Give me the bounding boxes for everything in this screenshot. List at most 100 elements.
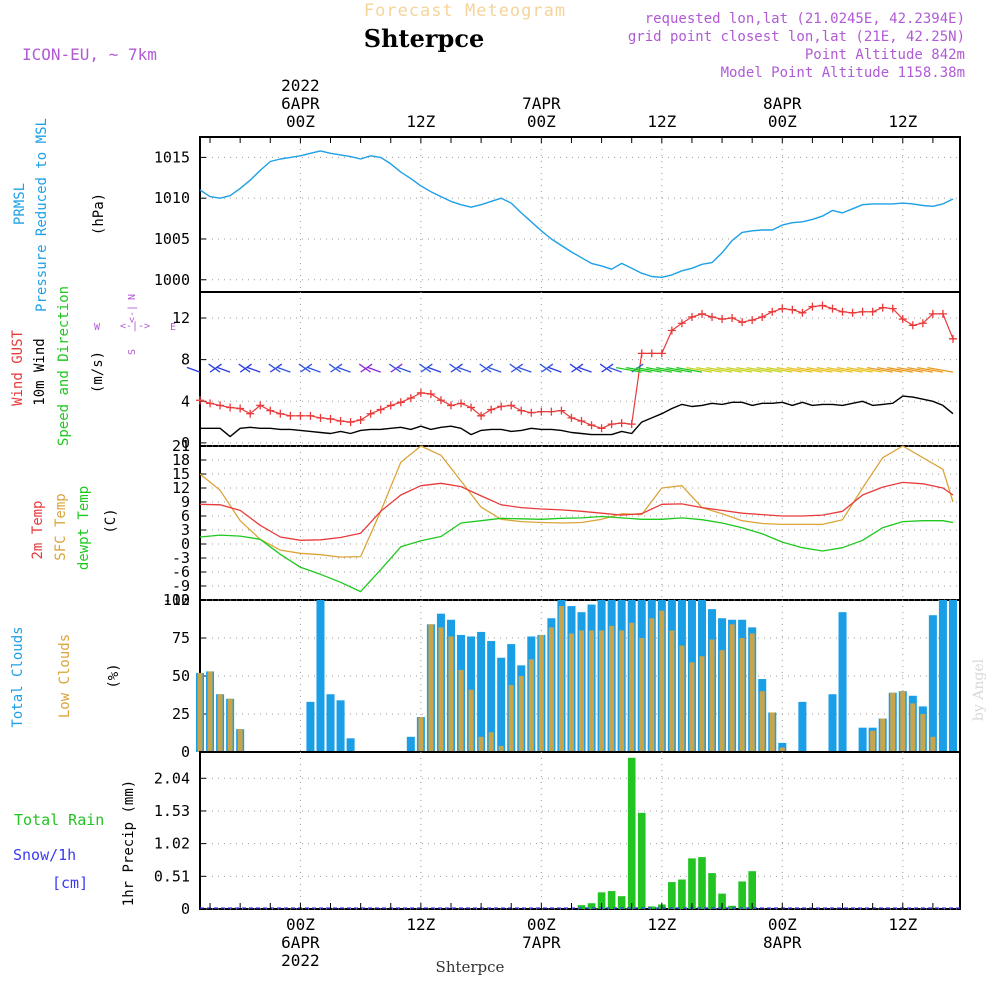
total-clouds-bar: [306, 701, 315, 752]
low-clouds-label: Low Clouds: [57, 634, 73, 718]
chart-subtitle: Forecast Meteogram: [364, 1, 566, 21]
gust-marker: [878, 303, 887, 312]
gust-marker: [196, 396, 204, 405]
panel-frame: [199, 136, 961, 293]
y-tick-label: 6: [181, 507, 190, 525]
model-altitude: Model Point Altitude 1158.38m: [721, 65, 965, 81]
wind-direction-arrow: [450, 363, 463, 373]
top-time-label: 7APR: [522, 94, 561, 113]
bottom-time-label: 7APR: [522, 933, 561, 952]
wind-direction-arrow: [186, 366, 201, 373]
gust-marker: [758, 312, 767, 321]
top-time-label: 12Z: [647, 112, 676, 131]
y-tick-label: 1000: [154, 271, 190, 289]
top-time-label: 00Z: [768, 112, 797, 131]
y-tick-label: 4: [181, 392, 190, 410]
gust-marker: [948, 334, 957, 343]
gust-marker: [888, 304, 897, 313]
wind-direction-arrow: [601, 363, 614, 373]
y-tick-label: 9: [181, 493, 190, 511]
y-tick-label: 12: [172, 309, 190, 327]
pressure-panel: 1000 1005 1010 1015: [154, 136, 961, 293]
snow-unit-label: [cm]: [52, 874, 88, 892]
y-tick-label: 8: [181, 351, 190, 369]
gust-marker: [286, 411, 295, 420]
wind-direction-arrow: [816, 366, 843, 373]
gust-marker: [697, 309, 706, 318]
y-tick-label: 18: [172, 451, 190, 469]
y-tick-label: 0: [181, 743, 190, 761]
gust-marker: [768, 307, 777, 316]
rain-bar: [607, 891, 616, 909]
low-clouds-bar: [669, 630, 675, 752]
gust-marker: [627, 420, 636, 429]
wind-direction-arrow: [358, 363, 372, 373]
wind-direction-arrow: [696, 366, 723, 373]
panel-frame: [199, 751, 961, 910]
y-tick-label: 0: [181, 434, 190, 452]
wind-direction-arrow: [330, 363, 343, 373]
total-clouds-bar: [316, 600, 325, 752]
compass-rose: W E <-|-> N S <-|: [94, 294, 176, 355]
gust-marker: [898, 315, 907, 324]
compass-cross: <-|->: [120, 321, 150, 332]
y-tick-label: 2.04: [154, 769, 190, 787]
low-clouds-bar: [609, 625, 615, 752]
gust-marker: [918, 319, 927, 328]
wind-direction-arrow: [716, 366, 743, 373]
wind-direction-arrow: [307, 366, 321, 373]
wind-direction-arrow: [300, 363, 313, 373]
wind-direction-arrow: [480, 363, 493, 373]
total-clouds-bar: [326, 694, 335, 752]
gust-marker: [928, 309, 937, 318]
gust-marker: [376, 405, 385, 414]
t2m-label: 2m Temp: [30, 500, 46, 559]
wind-direction-arrow: [626, 366, 652, 373]
wind-direction-arrow: [887, 366, 913, 373]
total-clouds-bar: [928, 615, 937, 752]
wind-direction-arrow: [328, 363, 341, 373]
gust-marker: [216, 401, 225, 410]
wind-direction-arrow: [676, 366, 703, 373]
wind-direction-arrow: [449, 363, 462, 373]
gust-marker: [617, 419, 626, 428]
total-clouds-label: Total Clouds: [10, 626, 26, 727]
gust-marker: [507, 401, 516, 410]
compass-south: S: [127, 349, 138, 355]
wind-direction-arrow: [427, 366, 442, 373]
sfc-temp-line: [199, 445, 954, 558]
gust-marker: [457, 399, 466, 408]
wind-direction-arrow: [756, 366, 783, 373]
low-clouds-bar: [639, 638, 645, 752]
total-clouds-bar: [477, 631, 486, 752]
wind-direction-arrow: [776, 366, 803, 373]
low-clouds-bar: [498, 745, 504, 752]
rain-bar: [617, 896, 626, 909]
wind-direction-arrow: [337, 366, 351, 373]
gust-marker: [256, 401, 265, 410]
gust-marker: [527, 408, 536, 417]
low-clouds-bar: [759, 691, 765, 752]
gust-marker: [266, 406, 275, 415]
low-clouds-bar: [719, 650, 725, 752]
y-tick-label: 0.51: [154, 867, 190, 885]
wind-panel: 0 4 8 12: [172, 291, 961, 452]
wind-direction-arrow: [246, 366, 261, 373]
gust-marker: [557, 406, 566, 415]
rain-bar: [738, 881, 746, 909]
total-clouds-bar: [497, 657, 506, 752]
wind-direction-arrow: [457, 366, 472, 373]
y-tick-label: -9: [172, 577, 190, 595]
wind-direction-arrow: [397, 366, 412, 373]
low-clouds-bar: [418, 717, 424, 752]
gust-marker: [667, 326, 676, 335]
model-name: ICON-EU, ~ 7km: [22, 45, 157, 64]
gust-marker: [587, 421, 596, 430]
clouds-panel: 0 25 50 75 100: [163, 591, 961, 761]
gust-marker: [356, 415, 365, 424]
y-tick-label: 1005: [154, 230, 190, 248]
total-clouds-bar: [938, 600, 947, 752]
compass-vertical-bar: <-|: [127, 305, 138, 323]
y-tick-label: 100: [163, 591, 190, 609]
